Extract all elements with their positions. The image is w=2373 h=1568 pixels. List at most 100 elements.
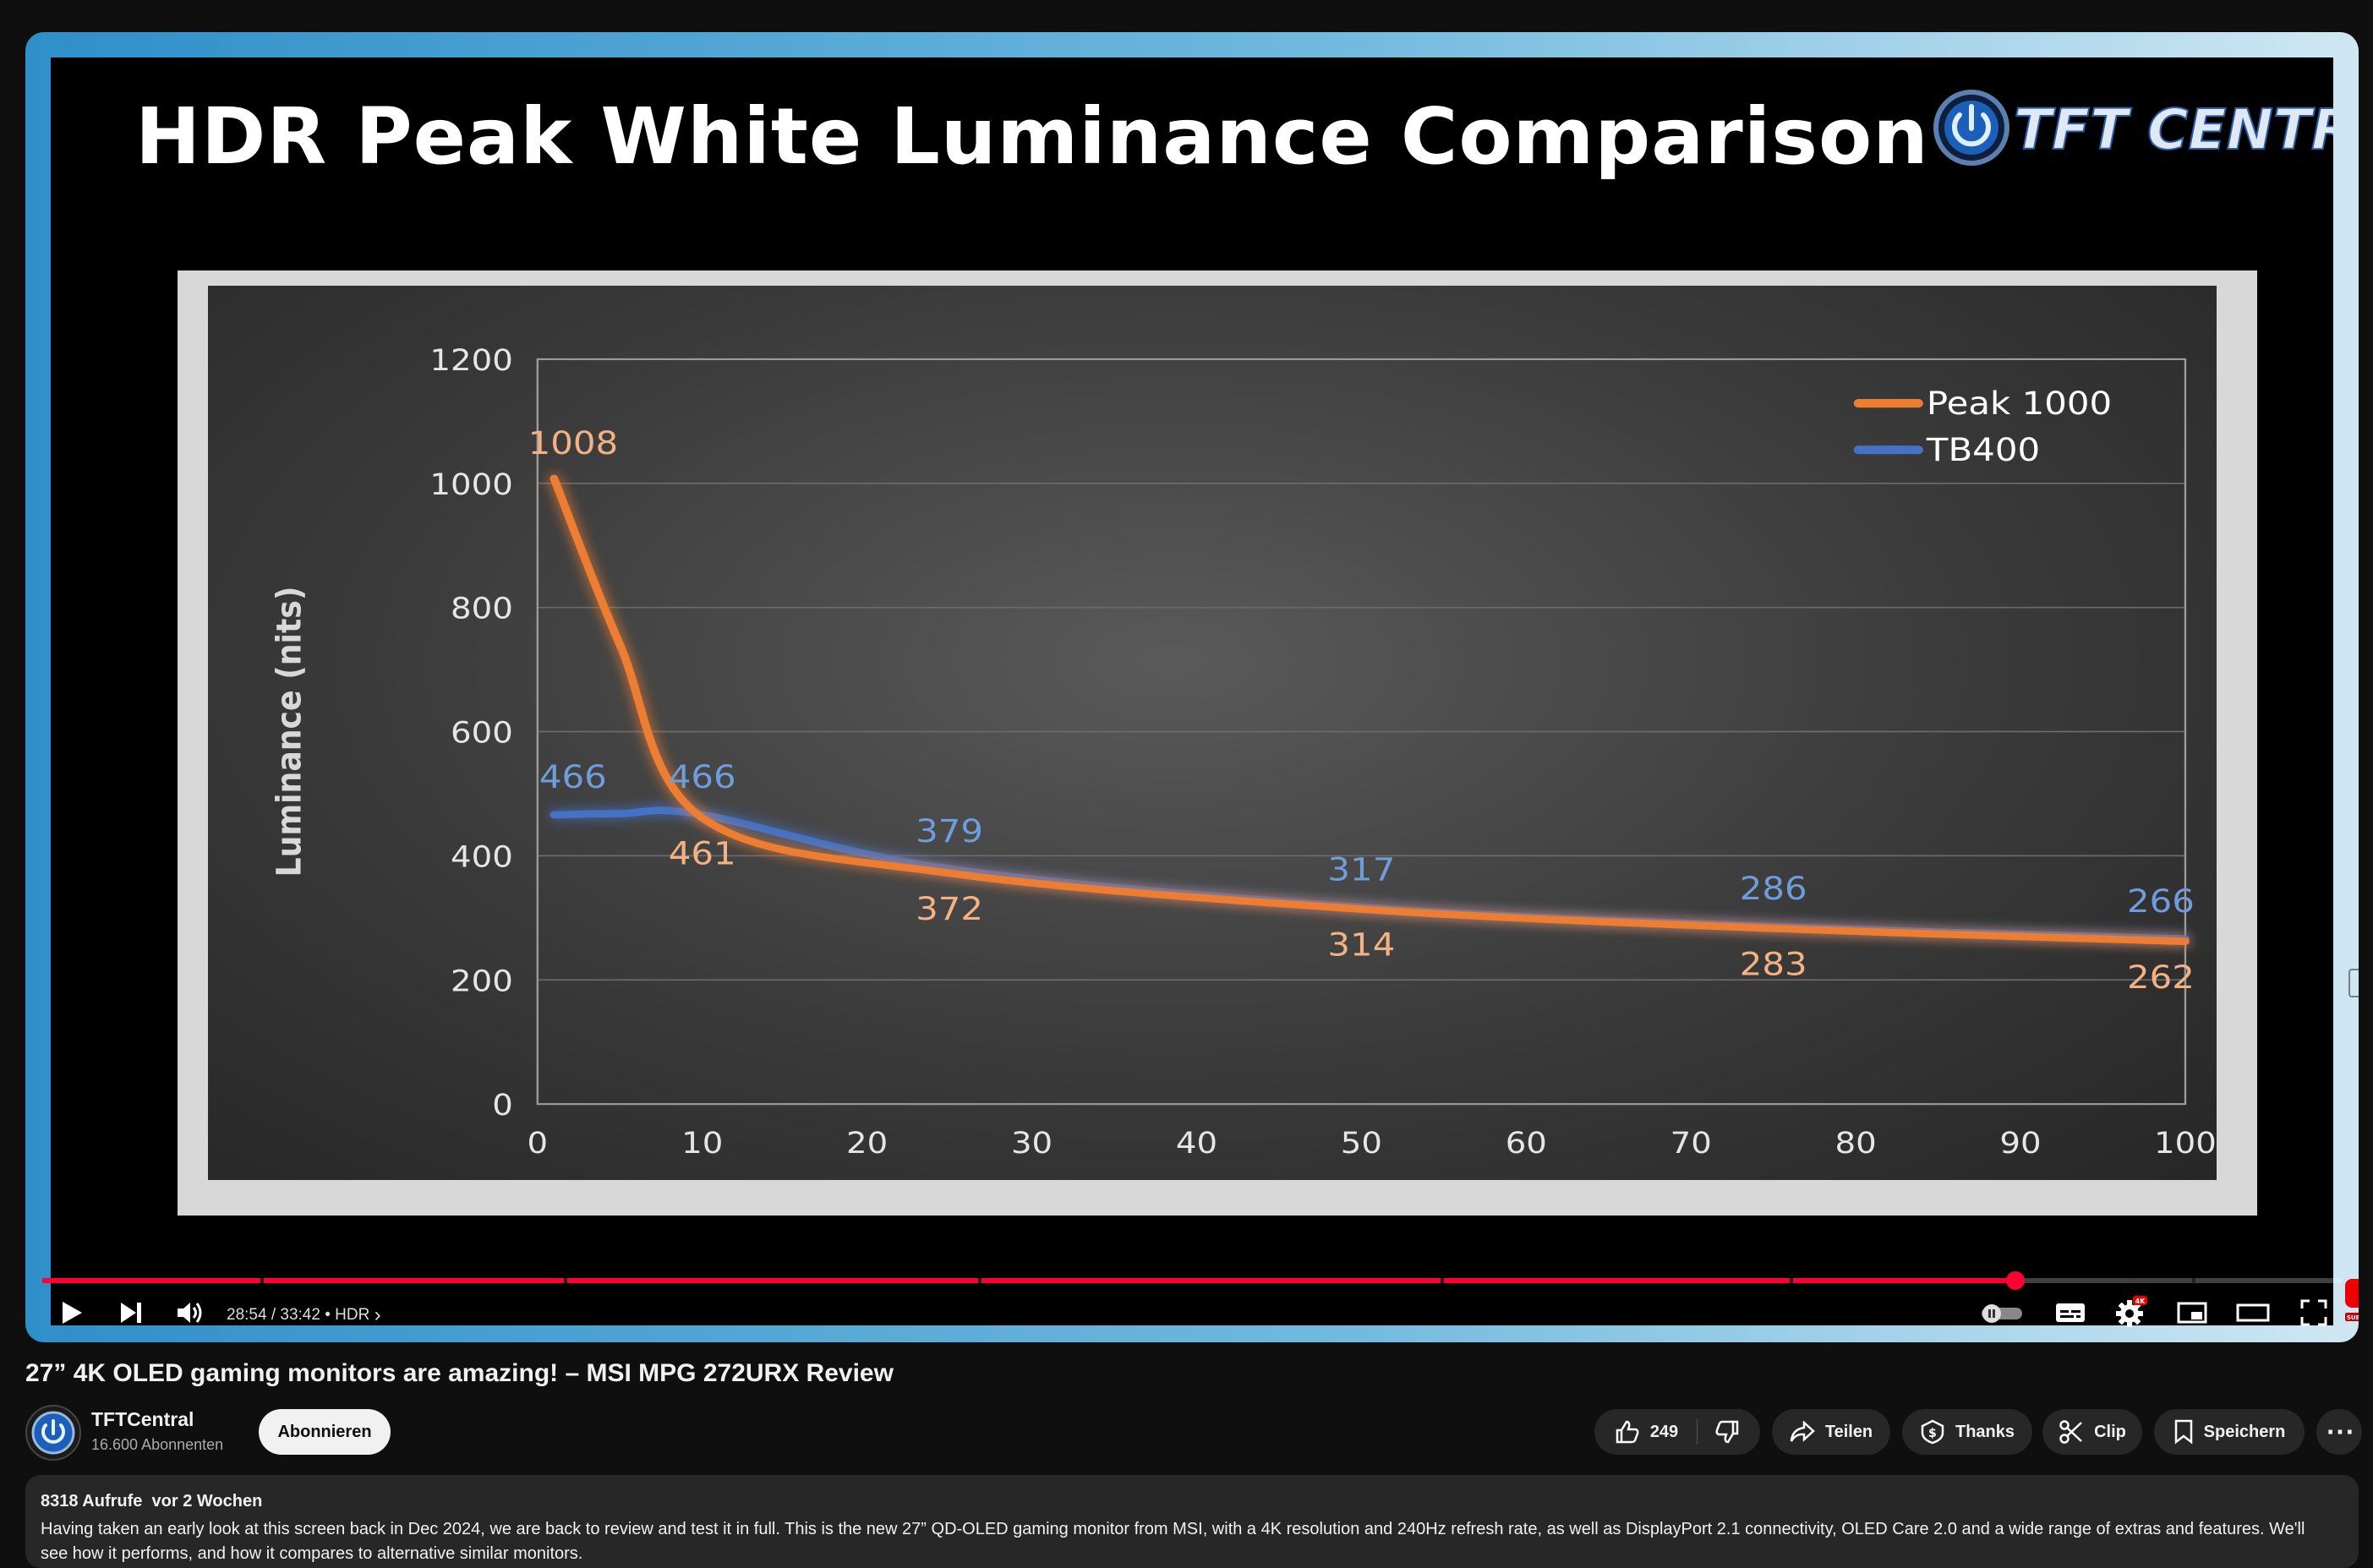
subscriber-count: 16.600 Abonnenten xyxy=(91,1436,223,1454)
like-button[interactable]: 249 xyxy=(1615,1419,1698,1445)
subscribe-button[interactable]: Abonnieren xyxy=(259,1409,391,1455)
like-count: 249 xyxy=(1650,1423,1678,1442)
data-label: 317 xyxy=(1327,851,1395,888)
duration: 33:42 xyxy=(280,1306,320,1324)
captions-button[interactable] xyxy=(2049,1293,2091,1332)
autoplay-toggle[interactable] xyxy=(1978,1293,2026,1332)
x-tick-label: 90 xyxy=(1999,1126,2041,1161)
video-frame: HDR Peak White Luminance Comparison TFT … xyxy=(51,57,2333,1325)
data-label: 283 xyxy=(1740,946,1807,983)
card-teaser-icon[interactable] xyxy=(2348,969,2359,997)
thanks-icon: $ xyxy=(1920,1419,1945,1445)
data-label: 314 xyxy=(1327,927,1395,964)
chart-plot: 0 200 400 600 800 1000 1200 0 10 20 30 40 50 60 70 80 90… xyxy=(208,286,2217,1180)
autoplay-toggle-icon xyxy=(1981,1303,2023,1323)
volume-icon xyxy=(176,1300,205,1325)
x-tick-label: 10 xyxy=(681,1126,723,1161)
next-button[interactable] xyxy=(112,1293,150,1332)
chart-frame: 0 200 400 600 800 1000 1200 0 10 20 30 40 50 60 70 80 90… xyxy=(178,270,2257,1216)
play-button[interactable] xyxy=(52,1293,91,1332)
x-tick-label: 0 xyxy=(528,1126,549,1161)
thanks-label: Thanks xyxy=(1955,1423,2015,1442)
tft-central-logo: TFT CENTRAL xyxy=(1927,81,2333,174)
chapter-divider xyxy=(260,1278,264,1283)
thumbs-up-icon xyxy=(1615,1419,1640,1445)
miniplayer-button[interactable] xyxy=(2171,1293,2213,1332)
video-player[interactable]: HDR Peak White Luminance Comparison TFT … xyxy=(25,32,2359,1342)
gear-icon: 4K xyxy=(2114,1296,2148,1330)
data-label: 262 xyxy=(2127,959,2195,997)
chevron-right-icon[interactable]: › xyxy=(375,1303,381,1326)
description-text: Having taken an early look at this scree… xyxy=(41,1517,2323,1566)
next-icon xyxy=(118,1300,144,1325)
thanks-button[interactable]: $ Thanks xyxy=(1902,1409,2032,1455)
dislike-button[interactable] xyxy=(1698,1419,1740,1445)
share-label: Teilen xyxy=(1825,1423,1873,1442)
x-tick-label: 50 xyxy=(1341,1126,1382,1161)
miniplayer-icon xyxy=(2177,1301,2207,1325)
channel-name[interactable]: TFTCentral xyxy=(91,1408,194,1431)
svg-text:4K: 4K xyxy=(2135,1298,2146,1305)
chapter-divider xyxy=(978,1278,981,1283)
y-axis-label: Luminance (nits) xyxy=(270,587,309,877)
y-tick-label: 600 xyxy=(451,715,513,750)
x-tick-label: 80 xyxy=(1835,1126,1877,1161)
data-label: 466 xyxy=(539,759,607,796)
y-tick-label: 1200 xyxy=(429,343,512,378)
chapter-quality-label[interactable]: HDR xyxy=(335,1306,369,1324)
legend-label: TB400 xyxy=(1926,432,2040,469)
volume-button[interactable] xyxy=(171,1293,210,1332)
like-dislike-group: 249 xyxy=(1594,1409,1760,1455)
x-tick-label: 70 xyxy=(1670,1126,1712,1161)
fullscreen-button[interactable] xyxy=(2293,1293,2335,1332)
upload-date: vor 2 Wochen xyxy=(152,1492,263,1511)
chapter-divider xyxy=(564,1278,567,1283)
progress-bar[interactable] xyxy=(42,1278,2342,1283)
slide-title: HDR Peak White Luminance Comparison xyxy=(135,91,1929,182)
x-tick-label: 60 xyxy=(1506,1126,1547,1161)
legend-label: Peak 1000 xyxy=(1927,385,2112,423)
bookmark-icon xyxy=(2173,1419,2194,1445)
captions-icon xyxy=(2055,1301,2086,1325)
data-label: 266 xyxy=(2127,883,2195,921)
save-label: Speichern xyxy=(2204,1423,2286,1442)
more-icon: ⋯ xyxy=(2326,1423,2353,1440)
video-meta: 8318 Aufrufe vor 2 Wochen xyxy=(41,1492,262,1511)
channel-avatar[interactable] xyxy=(25,1405,81,1461)
save-button[interactable]: Speichern xyxy=(2154,1409,2305,1455)
data-label: 1008 xyxy=(528,425,619,462)
y-tick-label: 400 xyxy=(451,839,513,874)
share-icon xyxy=(1790,1421,1815,1443)
video-title: 27” 4K OLED gaming monitors are amazing!… xyxy=(25,1359,894,1388)
theater-icon xyxy=(2236,1301,2270,1325)
x-tick-label: 100 xyxy=(2154,1126,2217,1161)
current-time: 28:54 xyxy=(227,1306,267,1324)
share-button[interactable]: Teilen xyxy=(1772,1409,1890,1455)
clip-label: Clip xyxy=(2094,1423,2126,1442)
fullscreen-icon xyxy=(2300,1299,2327,1326)
svg-text:TFT CENTRAL: TFT CENTRAL xyxy=(2014,97,2333,162)
y-tick-label: 1000 xyxy=(429,467,512,502)
more-actions-button[interactable]: ⋯ xyxy=(2316,1409,2362,1455)
y-tick-label: 200 xyxy=(451,964,513,998)
clip-button[interactable]: Clip xyxy=(2042,1409,2142,1455)
data-label: 372 xyxy=(916,891,983,928)
chapter-divider xyxy=(1441,1278,1444,1283)
dot-separator: • xyxy=(325,1306,335,1324)
scissors-icon xyxy=(2059,1419,2084,1445)
theater-button[interactable] xyxy=(2232,1293,2274,1332)
data-label: 466 xyxy=(669,759,736,796)
svg-text:$: $ xyxy=(1928,1427,1937,1440)
x-tick-label: 30 xyxy=(1011,1126,1053,1161)
settings-button[interactable]: 4K xyxy=(2108,1293,2154,1332)
luminance-chart: 0 200 400 600 800 1000 1200 0 10 20 30 40 50 60 70 80 90… xyxy=(208,286,2217,1180)
x-tick-label: 40 xyxy=(1176,1126,1217,1161)
data-label: 286 xyxy=(1740,871,1807,908)
time-display: 28:54 / 33:42 • HDR › xyxy=(227,1303,381,1327)
channel-logo-icon xyxy=(27,1407,79,1459)
description-box[interactable]: 8318 Aufrufe vor 2 Wochen Having taken a… xyxy=(25,1475,2359,1568)
data-label: 461 xyxy=(669,836,736,873)
scrubber-handle[interactable] xyxy=(2006,1271,2025,1290)
thumbs-down-icon xyxy=(1714,1419,1740,1445)
x-tick-label: 20 xyxy=(846,1126,888,1161)
